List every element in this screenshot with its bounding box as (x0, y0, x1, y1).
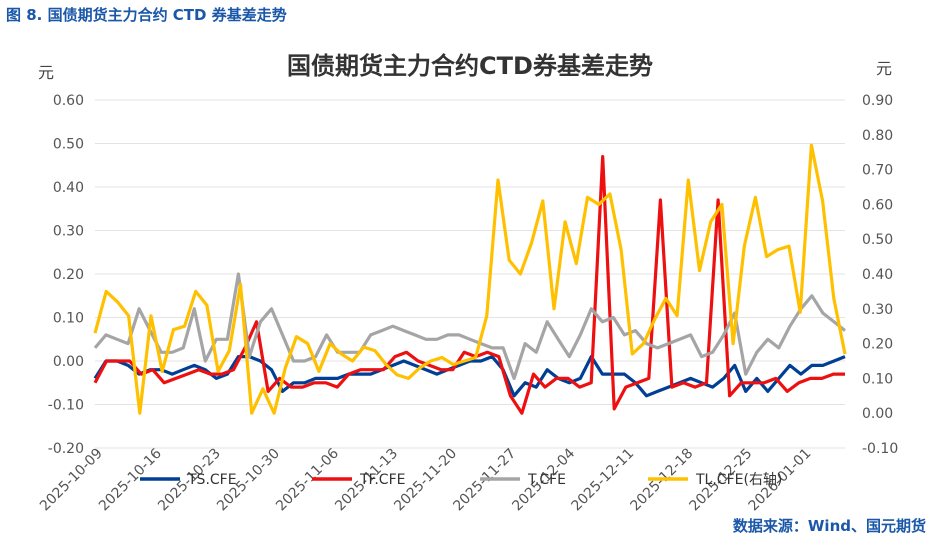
right-y-tick-label: 0.40 (862, 267, 893, 283)
right-y-tick-label: 0.20 (862, 337, 893, 353)
left-y-tick-label: -0.20 (48, 441, 84, 457)
right-y-tick-label: 0.80 (862, 128, 893, 144)
left-y-tick-label: -0.10 (48, 398, 84, 414)
right-y-tick-label: 0.50 (862, 232, 893, 248)
legend-label: T.CFE (527, 472, 566, 488)
figure-caption: 图 8. 国债期货主力合约 CTD 券基差走势 (6, 6, 287, 24)
series-line-tfcfe (93, 155, 845, 415)
right-y-tick-label: 0.10 (862, 371, 893, 387)
chart-title: 国债期货主力合约CTD券基差走势 (287, 52, 653, 80)
right-y-tick-label: 0.00 (862, 406, 893, 422)
right-y-tick-label: 0.70 (862, 163, 893, 179)
right-y-tick-label: 0.60 (862, 197, 893, 213)
right-y-tick-label: 0.90 (862, 93, 893, 109)
right-axis-unit: 元 (876, 59, 892, 78)
left-y-tick-label: 0.30 (53, 224, 84, 240)
series-line-tscfe (93, 355, 846, 398)
left-y-tick-label: 0.50 (53, 137, 84, 153)
left-y-tick-label: 0.40 (53, 180, 84, 196)
source-note: 数据来源：Wind、国元期货 (732, 517, 926, 535)
left-y-tick-label: 0.20 (53, 267, 84, 283)
left-axis-unit: 元 (38, 63, 54, 82)
series-line-tcfe (93, 272, 846, 380)
left-y-tick-label: 0.60 (53, 93, 84, 109)
right-y-tick-label: -0.10 (862, 441, 898, 457)
left-y-tick-label: 0.10 (53, 311, 84, 327)
basis-line-chart: 国债期货主力合约CTD券基差走势 元 元 0.60 0.50 0.40 0.30 0.2… (37, 52, 898, 515)
legend-label: TL.CFE(右轴) (695, 472, 782, 488)
series-line-tlcfe (93, 143, 847, 415)
right-y-tick-label: 0.30 (862, 302, 893, 318)
legend-label: TS.CFE (187, 472, 237, 488)
x-tick-label: 2025-12-11 (568, 446, 637, 515)
left-y-tick-label: 0.00 (53, 354, 84, 370)
legend-label: TF.CFE (359, 472, 405, 488)
